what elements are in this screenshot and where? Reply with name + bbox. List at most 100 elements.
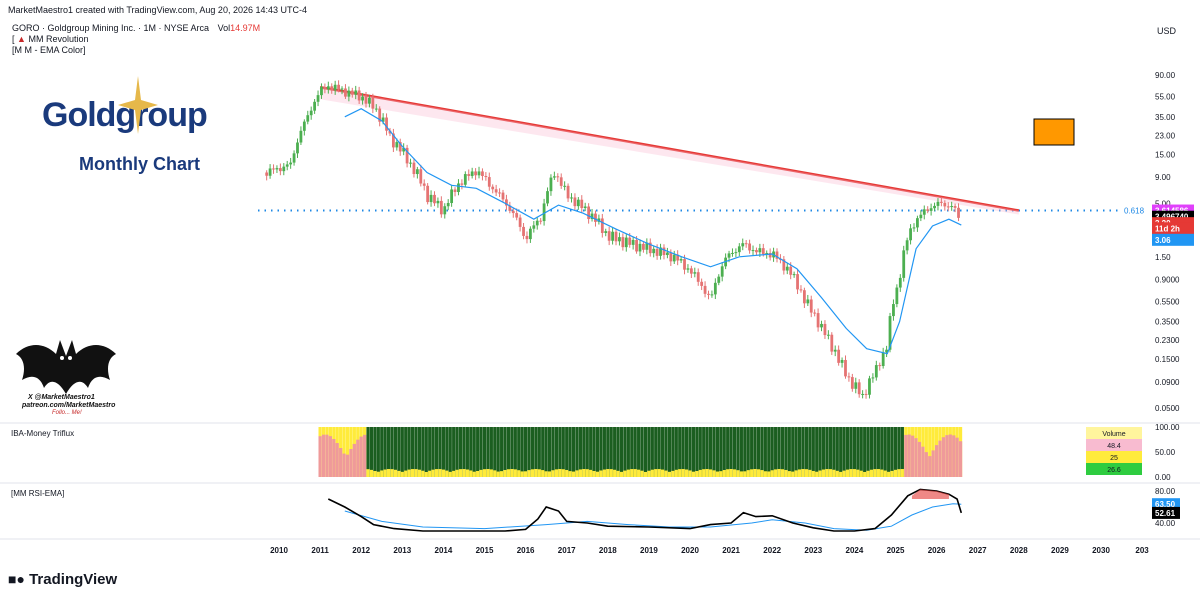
triflux-bar-green (619, 427, 624, 477)
triflux-bar-green (866, 427, 870, 477)
price-axis-badge (1152, 233, 1194, 246)
candle-body (296, 142, 299, 154)
triflux-bar-green (520, 427, 524, 477)
triflux-bar-yellow (774, 469, 778, 477)
triflux-bar-yellow (513, 469, 517, 477)
triflux-bar-yellow (712, 470, 716, 477)
triflux-bar-yellow (376, 471, 380, 477)
triflux-bar-yellow (421, 470, 425, 477)
triflux-bar-yellow (503, 469, 507, 477)
triflux-bar-green (674, 427, 678, 477)
indicator-line-2[interactable]: [M M - EMA Color] (12, 45, 86, 55)
candle-body (402, 147, 406, 152)
triflux-bar-yellow (643, 471, 648, 477)
triflux-bar-yellow (462, 469, 466, 477)
candle-body (693, 272, 697, 274)
candle-body (395, 142, 399, 148)
candle-body (926, 209, 930, 211)
candle-body (580, 199, 584, 209)
candle-body (522, 226, 525, 236)
candle-body (446, 203, 450, 207)
candle-body (316, 95, 320, 102)
triflux-bar-green (743, 427, 747, 477)
candle-body (765, 252, 769, 255)
triflux-title[interactable]: IBA-Money Triflux (11, 429, 75, 438)
triflux-bar-green (760, 427, 764, 477)
triflux-bar-yellow (708, 469, 713, 477)
triflux-bar-green (688, 427, 692, 477)
candle-body (292, 153, 296, 163)
tradingview-footer[interactable]: ■● TradingView (8, 571, 117, 588)
triflux-bar-yellow (832, 469, 836, 477)
triflux-bar-green (828, 427, 833, 477)
triflux-bar-green (486, 427, 490, 477)
triflux-bar-pink (914, 438, 918, 477)
candle-body (898, 277, 902, 288)
candle-body (905, 240, 909, 251)
rsi-title[interactable]: [MM RSI-EMA] (11, 489, 65, 498)
triflux-bar-green (647, 427, 651, 477)
triflux-bar-yellow (770, 470, 774, 477)
indicator-line-1[interactable]: [ ▲ MM Revolution (12, 34, 89, 44)
time-tick-label: 2012 (352, 546, 370, 555)
triflux-bar-green (842, 427, 846, 477)
candle-body (902, 250, 906, 278)
triflux-bar-yellow (856, 469, 860, 477)
triflux-bar-yellow (561, 469, 565, 477)
triflux-bar-green (852, 427, 856, 477)
triflux-bar-green (393, 427, 398, 477)
price-tick-label: 0.1500 (1155, 355, 1180, 364)
currency-label[interactable]: USD (1157, 26, 1177, 36)
triflux-bar-green (708, 427, 713, 477)
candle-body (371, 97, 375, 109)
triflux-bar-yellow (404, 470, 408, 477)
triflux-legend-cell (1086, 451, 1142, 463)
candle-body (433, 194, 436, 204)
candle-body (477, 171, 481, 176)
candle-body (326, 86, 330, 90)
candle-body (713, 282, 717, 295)
triflux-bar-yellow (729, 469, 733, 477)
triflux-bar-yellow (671, 470, 675, 477)
triflux-bar-pink (339, 448, 343, 477)
candle-body (847, 376, 851, 378)
symbol-line: GORO · Goldgroup Mining Inc. · 1M · NYSE… (12, 23, 260, 33)
candle-body (854, 382, 858, 389)
candle-body (861, 393, 865, 395)
triflux-bar-yellow (647, 470, 651, 477)
triflux-bar-pink (345, 454, 350, 477)
time-tick-label: 2026 (928, 546, 946, 555)
triflux-bar-green (821, 427, 826, 477)
triflux-bar-green (715, 427, 719, 477)
triflux-bar-green (417, 427, 422, 477)
candle-body (820, 323, 823, 328)
triflux-bar-yellow (688, 470, 692, 477)
candle-body (775, 251, 779, 259)
triflux-bar-yellow (578, 469, 582, 477)
triflux-bar-green (671, 427, 675, 477)
triflux-bar-yellow (852, 469, 856, 477)
candle-body (912, 227, 916, 229)
triflux-bar-yellow (691, 471, 696, 477)
triflux-bar-green (554, 427, 559, 477)
triflux-bar-yellow (623, 470, 627, 477)
triflux-bar-yellow (674, 469, 678, 477)
candle-body (302, 121, 306, 131)
candle-body (707, 293, 710, 295)
triflux-bar-yellow (369, 469, 374, 477)
candle-body (720, 266, 724, 277)
triflux-bar-green (434, 427, 439, 477)
triflux-bar-yellow (811, 470, 815, 477)
triflux-bar-green (458, 427, 463, 477)
time-tick-label: 2020 (681, 546, 699, 555)
triflux-bar-yellow (524, 471, 528, 477)
triflux-bar-green (479, 427, 483, 477)
triflux-bar-green (859, 427, 863, 477)
candle-body (755, 250, 758, 253)
triflux-bar-yellow (791, 471, 795, 477)
candle-body (689, 268, 693, 274)
candle-body (731, 252, 734, 254)
triflux-bar-green (541, 427, 545, 477)
triflux-bar-yellow (890, 470, 894, 477)
